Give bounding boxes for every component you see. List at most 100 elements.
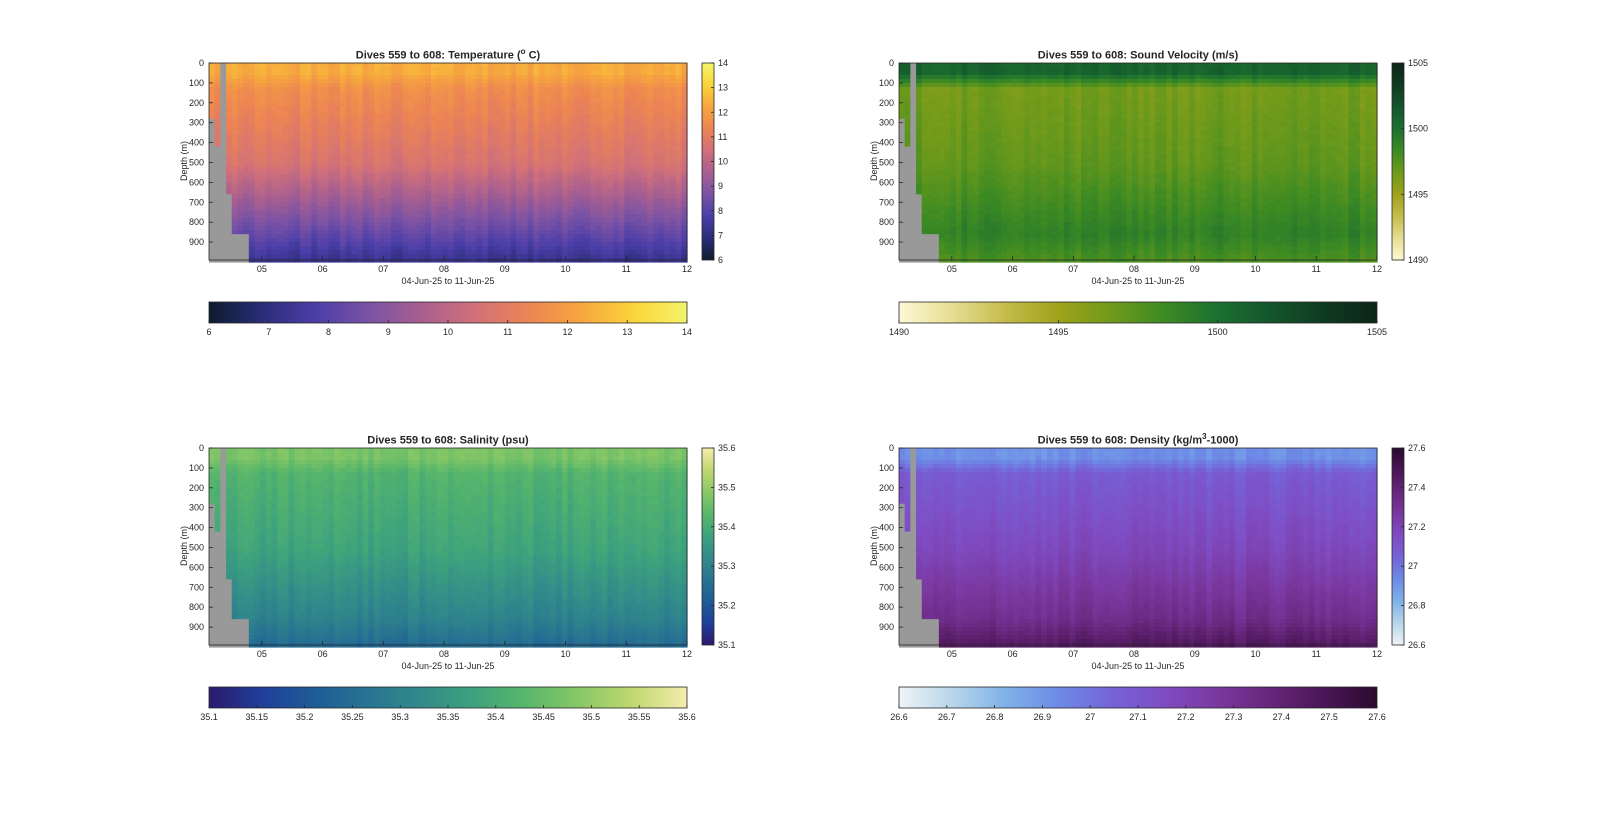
- heatmap-cell: [618, 198, 625, 203]
- heatmap-cell: [391, 126, 398, 132]
- heatmap-cell: [453, 190, 460, 195]
- heatmap-cell: [904, 162, 911, 168]
- heatmap-cell: [561, 210, 569, 215]
- heatmap-cell: [493, 94, 500, 100]
- heatmap-cell: [470, 118, 478, 124]
- heatmap-cell: [544, 134, 552, 140]
- heatmap-cell: [351, 114, 358, 120]
- heatmap-cell: [578, 74, 586, 80]
- heatmap-cell: [430, 194, 438, 199]
- heatmap-cell: [254, 198, 261, 203]
- heatmap-cell: [311, 106, 318, 112]
- heatmap-cell: [243, 206, 250, 211]
- heatmap-cell: [972, 198, 980, 203]
- heatmap-cell: [271, 74, 278, 80]
- heatmap-cell: [470, 66, 478, 72]
- heatmap-cell: [607, 242, 614, 247]
- heatmap-cell: [436, 206, 443, 211]
- heatmap-cell: [254, 254, 261, 259]
- heatmap-cell: [527, 230, 534, 235]
- heatmap-cell: [510, 90, 517, 96]
- heatmap-cell: [465, 162, 472, 168]
- heatmap-cell: [635, 78, 643, 84]
- heatmap-cell: [470, 218, 478, 223]
- heatmap-cell: [550, 102, 557, 108]
- heatmap-cell: [322, 202, 330, 207]
- heatmap-cell: [368, 214, 375, 219]
- heatmap-cell: [362, 246, 369, 251]
- heatmap-cell: [618, 202, 625, 207]
- heatmap-cell: [220, 130, 227, 136]
- heatmap-cell: [967, 110, 974, 116]
- heatmap-cell: [521, 154, 529, 160]
- heatmap-cell: [470, 138, 478, 144]
- heatmap-cell: [938, 230, 946, 235]
- heatmap-cell: [955, 174, 963, 180]
- heatmap-cell: [260, 63, 267, 68]
- heatmap-cell: [647, 170, 654, 176]
- heatmap-cell: [351, 106, 358, 112]
- heatmap-cell: [282, 66, 290, 72]
- heatmap-cell: [493, 122, 500, 128]
- heatmap-cell: [339, 222, 347, 227]
- heatmap-cell: [658, 126, 665, 132]
- heatmap-cell: [652, 242, 660, 247]
- heatmap-cell: [978, 106, 985, 112]
- heatmap-cell: [972, 174, 980, 180]
- heatmap-cell: [220, 90, 227, 96]
- heatmap-cell: [459, 186, 466, 191]
- heatmap-cell: [533, 230, 540, 235]
- heatmap-cell: [436, 90, 443, 96]
- heatmap-cell: [567, 234, 574, 239]
- heatmap-cell: [260, 190, 267, 195]
- heatmap-cell: [916, 166, 923, 172]
- heatmap-cell: [933, 170, 940, 176]
- heatmap-cell: [624, 234, 631, 239]
- heatmap-cell: [504, 226, 512, 231]
- heatmap-cell: [550, 226, 557, 231]
- heatmap-cell: [499, 186, 506, 191]
- heatmap-cell: [294, 174, 301, 180]
- heatmap-cell: [413, 134, 421, 140]
- heatmap-cell: [436, 122, 443, 128]
- heatmap-cell: [391, 238, 398, 243]
- heatmap-cell: [442, 118, 449, 124]
- heatmap-cell: [265, 146, 273, 152]
- heatmap-cell: [510, 66, 517, 72]
- heatmap-cell: [595, 222, 603, 227]
- heatmap-cell: [641, 78, 648, 84]
- heatmap-cell: [544, 94, 552, 100]
- heatmap-cell: [436, 194, 443, 199]
- heatmap-cell: [271, 106, 278, 112]
- heatmap-cell: [368, 158, 375, 164]
- heatmap-cell: [618, 70, 625, 76]
- heatmap-cell: [214, 70, 221, 76]
- heatmap-cell: [351, 206, 358, 211]
- heatmap-cell: [978, 90, 985, 96]
- heatmap-cell: [351, 90, 358, 96]
- heatmap-cell: [345, 106, 352, 112]
- heatmap-cell: [294, 238, 301, 243]
- heatmap-cell: [470, 154, 478, 160]
- heatmap-cell: [590, 250, 597, 255]
- heatmap-cell: [305, 102, 313, 108]
- heatmap-cell: [482, 242, 489, 247]
- heatmap-cell: [955, 78, 963, 84]
- heatmap-cell: [635, 150, 643, 156]
- heatmap-cell: [408, 110, 415, 116]
- heatmap-cell: [635, 146, 643, 152]
- heatmap-cell: [459, 102, 466, 108]
- x-axis-label: 04-Jun-25 to 11-Jun-25: [401, 276, 495, 286]
- heatmap-cell: [601, 190, 608, 195]
- heatmap-cell: [254, 86, 261, 92]
- heatmap-cell: [419, 150, 426, 156]
- heatmap-cell: [573, 210, 580, 215]
- heatmap-cell: [442, 182, 449, 187]
- heatmap-cell: [601, 218, 608, 223]
- heatmap-cell: [260, 114, 267, 120]
- heatmap-cell: [436, 250, 443, 255]
- heatmap-cell: [499, 202, 506, 207]
- heatmap-cell: [231, 222, 239, 227]
- heatmap-cell: [322, 118, 330, 124]
- heatmap-cell: [521, 118, 529, 124]
